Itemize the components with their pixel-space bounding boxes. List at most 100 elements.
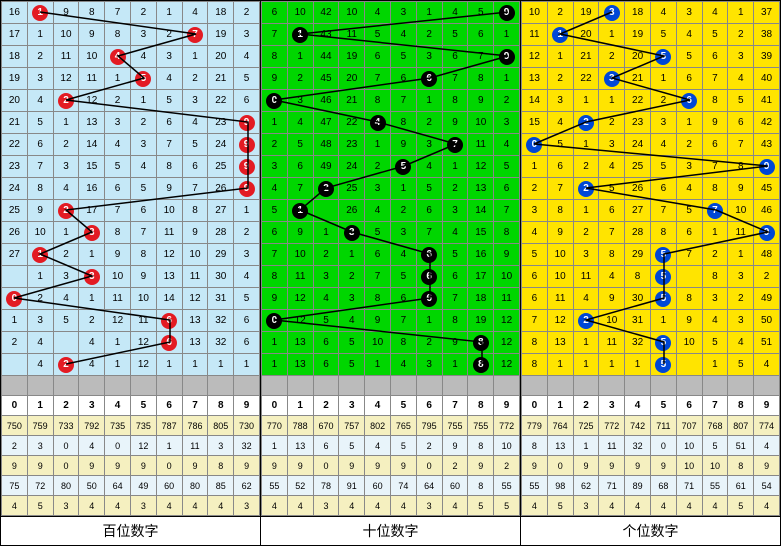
grid-cell: 32 — [208, 310, 234, 332]
grid-cell: 22 — [208, 90, 234, 112]
grid-row: 11120119545238 — [522, 24, 780, 46]
grid-cell: 46 — [754, 200, 780, 222]
grid-cell: 3 — [182, 90, 208, 112]
grid-cell: 6 — [27, 134, 53, 156]
trend-ball: 5 — [135, 71, 151, 87]
grid-cell: 7 — [390, 90, 416, 112]
summary-cell: 4 — [79, 436, 105, 456]
trend-ball: 9 — [239, 159, 255, 175]
sep-cell — [208, 376, 234, 396]
grid-cell: 8 — [156, 156, 182, 178]
grid-cell: 5 — [650, 46, 676, 68]
grid-cell: 19 — [2, 68, 28, 90]
grid-cell: 11 — [728, 222, 754, 244]
grid-cell: 2 — [728, 288, 754, 310]
summary-cell: 9 — [522, 456, 548, 476]
grid-cell: 9 — [262, 68, 288, 90]
trend-ball: 1 — [32, 247, 48, 263]
grid-cell: 6 — [676, 90, 702, 112]
grid-cell: 0 — [522, 134, 548, 156]
summary-row: 55986271896871556154 — [522, 476, 780, 496]
summary-cell: 3 — [130, 496, 156, 516]
grid-row: 1331091311304 — [2, 266, 260, 288]
grid-row: 1136510829812 — [262, 332, 520, 354]
grid-cell: 8 — [522, 332, 548, 354]
grid-cell: 2 — [234, 2, 260, 24]
grid-cell: 9 — [754, 156, 780, 178]
summary-cell: 5 — [27, 496, 53, 516]
grid-cell: 5 — [702, 332, 728, 354]
trend-ball: 7 — [187, 27, 203, 43]
grid-cell: 37 — [754, 2, 780, 24]
grid-cell: 24 — [339, 156, 365, 178]
summary-cell: 4 — [754, 436, 780, 456]
grid-cell: 4 — [130, 46, 156, 68]
grid-cell: 4 — [650, 134, 676, 156]
grid-cell: 7 — [442, 68, 468, 90]
grid-cell: 21 — [573, 46, 599, 68]
summary-cell: 2 — [494, 456, 520, 476]
sep-cell — [522, 376, 548, 396]
grid-cell: 9 — [599, 288, 625, 310]
grid-cell: 5 — [416, 178, 442, 200]
grid-cell: 2 — [573, 222, 599, 244]
grid-cell: 24 — [625, 134, 651, 156]
grid-cell: 1 — [390, 178, 416, 200]
summary-cell: 9 — [625, 456, 651, 476]
grid-cell: 8 — [27, 178, 53, 200]
trend-ball: 6 — [421, 247, 437, 263]
summary-cell: 64 — [416, 476, 442, 496]
separator-row — [262, 376, 520, 396]
grid-cell: 4 — [182, 2, 208, 24]
grid-row: 9124386671811 — [262, 288, 520, 310]
grid-cell: 5 — [262, 200, 288, 222]
grid-cell: 5 — [702, 24, 728, 46]
grid-cell: 9 — [494, 244, 520, 266]
trend-ball: 5 — [655, 269, 671, 285]
trend-grid: 6104210431459714311542561814419653679924… — [261, 1, 520, 516]
sep-cell — [182, 376, 208, 396]
summary-cell: 807 — [728, 416, 754, 436]
grid-cell: 4 — [130, 156, 156, 178]
grid-cell: 9 — [494, 2, 520, 24]
grid-cell: 9 — [234, 178, 260, 200]
summary-cell: 4 — [339, 496, 365, 516]
grid-cell: 9 — [728, 178, 754, 200]
grid-cell: 7 — [105, 2, 131, 24]
grid-cell: 3 — [728, 46, 754, 68]
grid-cell: 5 — [650, 288, 676, 310]
summary-cell: 0 — [416, 456, 442, 476]
trend-ball: 2 — [578, 181, 594, 197]
summary-cell: 9 — [287, 456, 313, 476]
summary-cell: 9 — [442, 436, 468, 456]
grid-cell: 19 — [625, 24, 651, 46]
grid-cell: 13 — [156, 266, 182, 288]
grid-cell: 46 — [313, 90, 339, 112]
grid-cell: 10 — [339, 2, 365, 24]
summary-cell: 5 — [339, 436, 365, 456]
grid-cell: 4 — [728, 332, 754, 354]
grid-row: 2262144375249 — [2, 134, 260, 156]
grid-cell: 5 — [650, 266, 676, 288]
summary-cell: 32 — [234, 436, 260, 456]
summary-row: 770788670757802765795755755772 — [262, 416, 520, 436]
grid-cell: 20 — [208, 46, 234, 68]
grid-cell: 12 — [547, 310, 573, 332]
summary-cell: 4 — [676, 496, 702, 516]
summary-cell: 55 — [702, 476, 728, 496]
grid-cell: 8 — [468, 68, 494, 90]
grid-cell: 12 — [53, 68, 79, 90]
grid-cell: 4 — [105, 134, 131, 156]
grid-row: 16242553789 — [522, 156, 780, 178]
grid-cell: 19 — [339, 46, 365, 68]
grid-cell: 39 — [754, 46, 780, 68]
grid-cell: 6 — [442, 266, 468, 288]
panel-label: 个位数字 — [521, 516, 780, 545]
grid-cell: 4 — [547, 112, 573, 134]
sep-cell — [234, 376, 260, 396]
grid-cell: 1 — [650, 68, 676, 90]
grid-cell: 17 — [468, 266, 494, 288]
grid-cell: 2 — [234, 222, 260, 244]
grid-cell: 8 — [262, 46, 288, 68]
grid-cell: 26 — [208, 178, 234, 200]
